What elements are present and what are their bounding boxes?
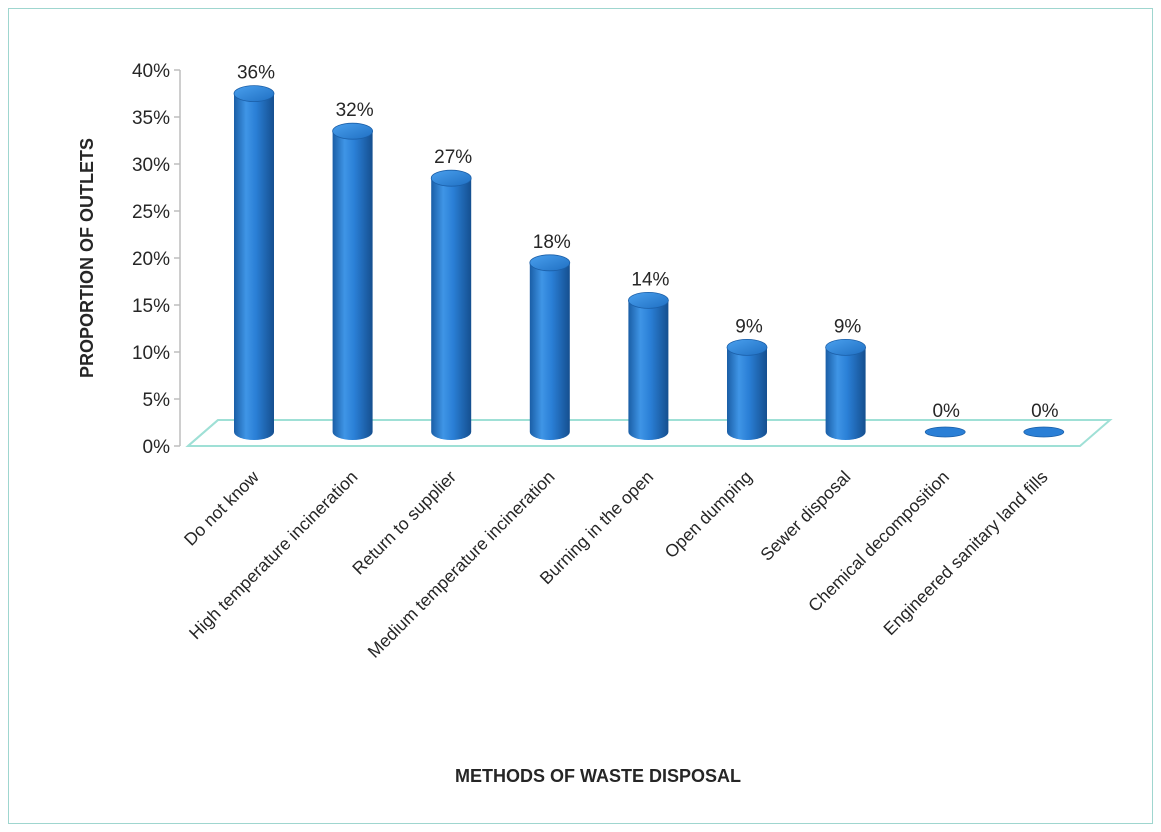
- bar-cap: [529, 254, 571, 272]
- bar: [1023, 426, 1065, 438]
- bar-cap: [1023, 426, 1065, 438]
- bar: [825, 338, 866, 440]
- bar-cap: [726, 338, 768, 356]
- data-label: 27%: [434, 147, 472, 168]
- bar-cap: [430, 169, 472, 187]
- data-label: 9%: [834, 316, 862, 337]
- floor-edge: [187, 419, 219, 447]
- x-tick-label: Return to supplier: [348, 467, 460, 579]
- y-tick-label: 5%: [143, 390, 171, 411]
- data-label: 32%: [336, 100, 374, 121]
- bar: [332, 122, 374, 440]
- bar-body: [431, 178, 472, 440]
- bar-body: [825, 347, 866, 440]
- y-axis: 0% 5% 10% 15% 20% 25% 30% 35% 40%: [132, 61, 181, 458]
- bar-cap: [628, 291, 669, 309]
- x-tick-label: Medium temperature incineration: [364, 467, 559, 662]
- data-labels: 36% 32% 27% 18% 14% 9% 9% 0% 0%: [237, 63, 1059, 422]
- data-label: 9%: [735, 316, 763, 337]
- x-tick-label: Engineered sanitary land fills: [879, 467, 1052, 640]
- y-tick-label: 0%: [143, 437, 171, 458]
- x-tick-label: Do not know: [180, 466, 263, 549]
- y-tick-label: 40%: [132, 61, 170, 82]
- data-label: 0%: [1031, 401, 1059, 422]
- y-tick-label: 35%: [132, 108, 170, 129]
- bar-cap: [332, 122, 374, 140]
- bar-body: [332, 131, 373, 440]
- y-tick-label: 20%: [132, 249, 170, 270]
- data-label: 0%: [932, 401, 960, 422]
- bar-body: [234, 93, 274, 440]
- x-tick-label: Sewer disposal: [756, 467, 854, 565]
- data-label: 14%: [631, 269, 669, 290]
- y-tick-label: 30%: [132, 155, 170, 176]
- bar: [529, 254, 571, 440]
- y-tick-label: 25%: [132, 202, 170, 223]
- data-label: 36%: [237, 63, 275, 84]
- x-axis-title: METHODS OF WASTE DISPOSAL: [455, 766, 741, 786]
- x-tick-label: Open dumping: [661, 467, 756, 562]
- bar: [430, 169, 472, 440]
- bars: [233, 85, 1065, 440]
- data-label: 18%: [533, 232, 571, 253]
- bar: [233, 85, 275, 440]
- chart-frame: [8, 8, 1153, 824]
- bar-cap: [233, 85, 275, 102]
- bar-body: [628, 300, 669, 440]
- x-tick-label: High temperature incineration: [185, 467, 361, 643]
- y-axis-title: PROPORTION OF OUTLETS: [77, 138, 97, 378]
- bar-cap: [825, 338, 866, 356]
- bar-body: [727, 347, 767, 440]
- bar: [924, 426, 966, 438]
- bar: [628, 291, 669, 440]
- bar-cap: [924, 426, 966, 438]
- bar: [726, 338, 768, 440]
- y-tick-label: 10%: [132, 343, 170, 364]
- bar-body: [529, 262, 570, 440]
- y-tick-label: 15%: [132, 296, 170, 317]
